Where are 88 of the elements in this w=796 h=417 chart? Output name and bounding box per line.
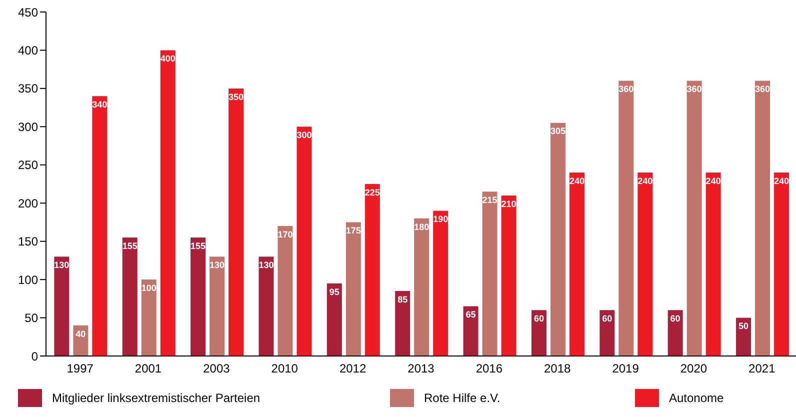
legend-label: Rote Hilfe e.V. — [424, 391, 500, 405]
bar — [346, 222, 361, 356]
data-label: 130 — [258, 260, 274, 270]
x-tick-label: 2020 — [680, 362, 708, 376]
data-label: 360 — [686, 84, 702, 94]
bar — [160, 50, 176, 356]
data-label: 155 — [122, 240, 138, 251]
data-label: 240 — [569, 176, 584, 186]
bar — [326, 283, 342, 356]
x-tick-label: 2018 — [544, 362, 572, 376]
y-tick-label: 100 — [18, 272, 38, 287]
bar — [706, 172, 721, 356]
data-label: 40 — [76, 328, 86, 339]
data-label: 155 — [190, 240, 206, 251]
data-label: 190 — [433, 214, 448, 224]
data-label: 350 — [228, 92, 244, 102]
data-label: 50 — [738, 321, 749, 332]
y-tick-label: 250 — [18, 158, 38, 172]
data-label: 85 — [398, 294, 408, 304]
data-label: 240 — [638, 176, 653, 186]
data-label: 175 — [346, 226, 361, 236]
x-tick-label: 2019 — [612, 362, 640, 376]
data-label: 95 — [329, 286, 340, 297]
bar — [668, 310, 683, 356]
y-tick-label: 50 — [24, 311, 38, 326]
y-tick-label: 400 — [18, 43, 38, 58]
bar — [618, 80, 634, 356]
bar — [210, 256, 225, 356]
data-label: 130 — [210, 260, 225, 270]
data-label: 400 — [160, 54, 176, 64]
bar — [258, 256, 274, 356]
data-label: 360 — [754, 84, 770, 94]
bar — [600, 310, 615, 356]
bar — [638, 172, 653, 356]
y-tick-label: 350 — [18, 82, 38, 96]
bar — [774, 172, 789, 356]
data-label: 60 — [670, 314, 680, 324]
x-tick-label: 1997 — [66, 362, 94, 376]
bar — [755, 80, 770, 356]
bar — [395, 291, 410, 356]
x-tick-label: 2013 — [408, 362, 435, 376]
bar — [686, 80, 702, 356]
data-label: 130 — [54, 260, 70, 270]
data-label: 340 — [92, 99, 108, 110]
bar — [482, 192, 498, 356]
bar — [278, 226, 293, 356]
data-label: 210 — [501, 198, 516, 209]
data-label: 240 — [774, 176, 790, 186]
data-label: 305 — [550, 126, 566, 136]
bar — [501, 195, 516, 356]
data-label: 225 — [364, 187, 380, 198]
bar — [190, 238, 206, 356]
y-tick-label: 0 — [31, 349, 38, 364]
x-tick-label: 2001 — [134, 362, 162, 376]
bar — [364, 184, 380, 356]
x-tick-label: 2010 — [271, 362, 298, 376]
bar — [296, 126, 312, 356]
bar — [463, 306, 478, 356]
x-tick-label: 2021 — [748, 362, 776, 376]
legend-label: Mitglieder linksextremistischer Parteien — [52, 391, 260, 405]
y-tick-label: 200 — [18, 196, 38, 210]
legend-label: Autonome — [669, 391, 724, 405]
bar — [433, 210, 448, 356]
bar — [569, 172, 584, 356]
data-label: 170 — [278, 229, 293, 240]
data-label: 215 — [482, 195, 498, 206]
data-label: 65 — [466, 310, 476, 320]
data-label: 180 — [414, 222, 430, 232]
bar — [228, 88, 244, 356]
data-label: 300 — [296, 130, 312, 140]
y-tick-label: 300 — [18, 120, 38, 134]
bar — [414, 218, 430, 356]
x-tick-label: 2003 — [203, 362, 230, 376]
y-tick-label: 450 — [18, 5, 38, 20]
data-label: 360 — [618, 84, 634, 94]
bar — [550, 122, 566, 356]
data-label: 100 — [141, 282, 156, 293]
bar — [92, 96, 108, 356]
data-label: 60 — [602, 314, 612, 324]
data-label: 240 — [706, 176, 721, 186]
x-tick-label: 2016 — [476, 362, 503, 376]
bar — [122, 238, 138, 356]
data-label: 60 — [534, 314, 544, 324]
x-tick-label: 2012 — [339, 362, 366, 376]
y-tick-label: 150 — [18, 234, 38, 249]
bar — [141, 280, 156, 356]
bar — [531, 310, 546, 356]
bar — [54, 256, 70, 356]
